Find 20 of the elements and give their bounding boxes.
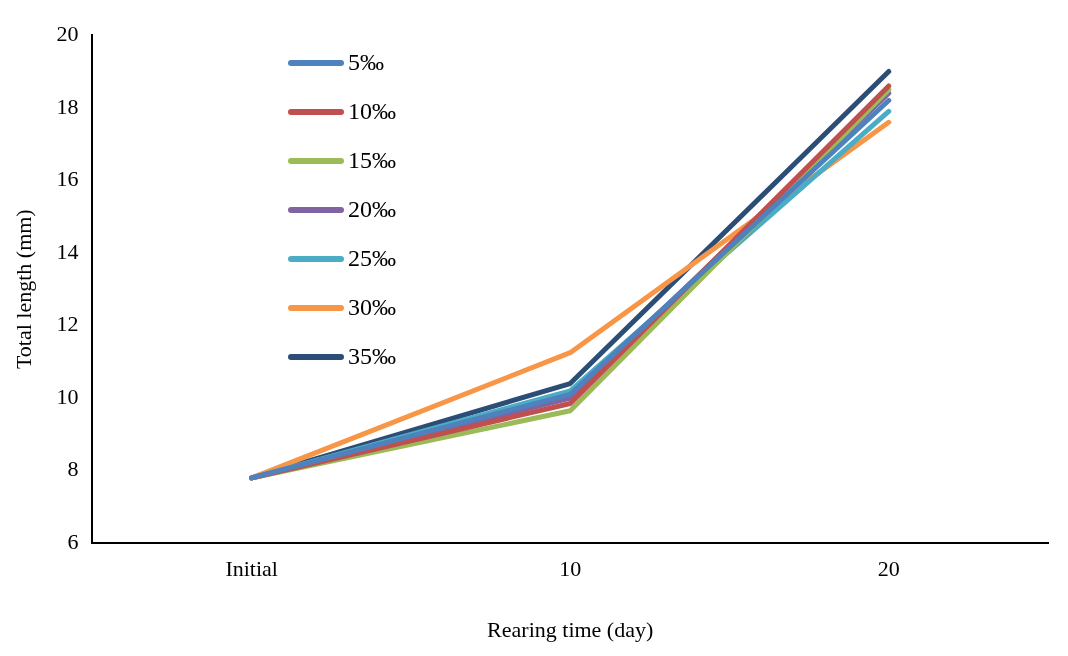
y-tick-label: 14 (56, 238, 79, 264)
x-tick-label: 20 (877, 556, 900, 582)
y-axis-title: Total length (mm) (10, 209, 36, 370)
y-tick-label: 20 (56, 20, 79, 46)
y-tick-label: 8 (67, 456, 79, 482)
legend-label: 15‰ (348, 147, 396, 174)
y-tick-label: 16 (56, 166, 79, 192)
legend-label: 25‰ (348, 245, 396, 272)
legend-label: 35‰ (348, 343, 396, 370)
y-tick-label: 6 (67, 528, 79, 554)
x-tick-label: 10 (559, 556, 582, 582)
y-tick-label: 18 (56, 93, 79, 119)
legend-label: 30‰ (348, 294, 396, 321)
x-tick-label: Initial (225, 556, 278, 582)
y-tick-label: 12 (56, 311, 79, 337)
x-axis-title: Rearing time (day) (487, 616, 654, 642)
legend-label: 10‰ (348, 98, 396, 125)
y-tick-label: 10 (56, 383, 79, 409)
legend-label: 5‰ (348, 49, 384, 76)
legend-label: 20‰ (348, 196, 396, 223)
